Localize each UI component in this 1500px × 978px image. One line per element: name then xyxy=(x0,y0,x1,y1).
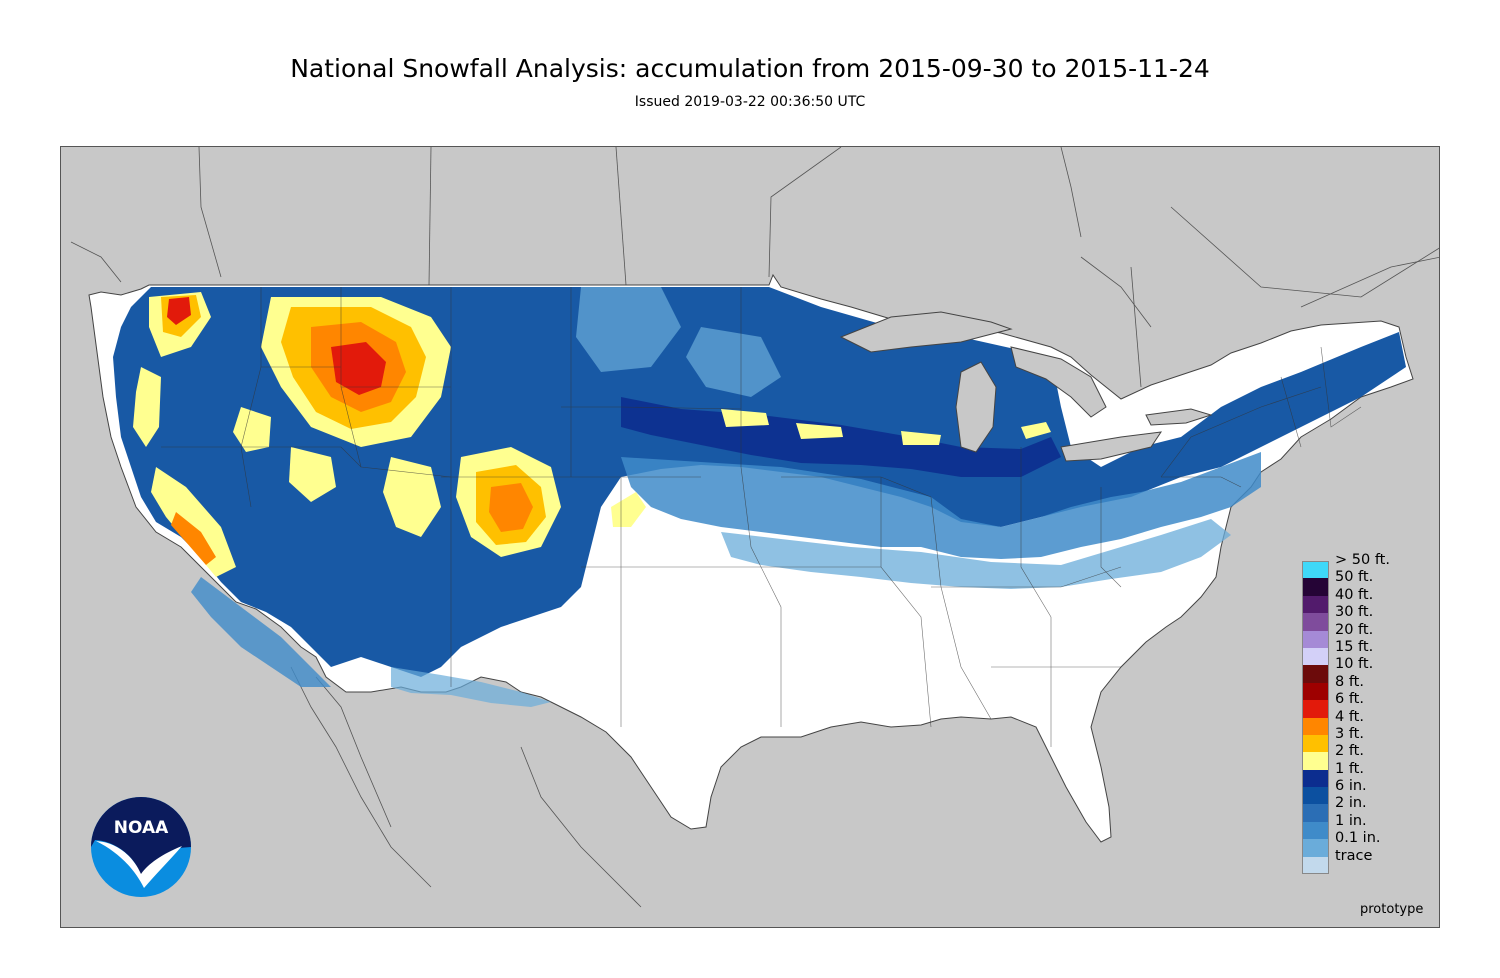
legend-swatch xyxy=(1302,682,1329,701)
legend-label: 1 in. xyxy=(1335,812,1367,829)
legend-label: 20 ft. xyxy=(1335,621,1374,638)
legend-swatch xyxy=(1302,578,1329,596)
legend-label: 6 ft. xyxy=(1335,691,1364,708)
prototype-note: prototype xyxy=(1360,902,1424,917)
legend-entry: 4 ft. xyxy=(1302,709,1412,735)
legend-label: 40 ft. xyxy=(1335,586,1374,603)
legend-entry: 15 ft. xyxy=(1302,639,1412,666)
legend-swatch xyxy=(1302,717,1329,735)
issued-timestamp: Issued 2019-03-22 00:36:50 UTC xyxy=(634,94,866,110)
legend-entry: > 50 ft. xyxy=(1302,552,1412,579)
map-title: National Snowfall Analysis: accumulation… xyxy=(290,54,1210,83)
legend-swatch xyxy=(1302,787,1329,805)
legend-entry: 40 ft. xyxy=(1302,587,1412,614)
legend-swatch xyxy=(1302,856,1329,875)
legend-label: trace xyxy=(1335,847,1373,864)
state-borders xyxy=(161,287,1362,747)
legend-label: 10 ft. xyxy=(1335,656,1374,673)
legend-label: 30 ft. xyxy=(1335,604,1374,621)
legend-label: 15 ft. xyxy=(1335,638,1374,655)
legend-entry: 6 in. xyxy=(1302,778,1412,805)
neighbor-borders xyxy=(70,147,1439,908)
legend-entry: 3 ft. xyxy=(1302,726,1412,753)
legend-label: 0.1 in. xyxy=(1335,830,1381,847)
legend-swatch xyxy=(1302,804,1329,822)
legend-entry: 1 ft. xyxy=(1302,761,1412,788)
legend-entry: 2 ft. xyxy=(1302,743,1412,770)
legend-label: 2 ft. xyxy=(1335,743,1364,760)
legend-label: 6 in. xyxy=(1335,778,1367,795)
legend-label: 4 ft. xyxy=(1335,708,1364,725)
legend-swatch xyxy=(1302,647,1329,666)
snowfall-map[interactable] xyxy=(60,146,1440,928)
snowfall-legend: > 50 ft. 50 ft. 40 ft. 30 ft. 20 ft. 15 ft. 10… xyxy=(1302,552,1412,875)
legend-swatch xyxy=(1302,734,1329,753)
great-lakes xyxy=(839,311,1213,462)
legend-swatch xyxy=(1302,630,1329,648)
legend-entry: 1 in. xyxy=(1302,813,1412,840)
legend-label: 2 in. xyxy=(1335,795,1367,812)
legend-label: > 50 ft. xyxy=(1335,552,1390,568)
legend-swatch xyxy=(1302,595,1329,614)
legend-swatch xyxy=(1302,665,1329,683)
legend-entry: 8 ft. xyxy=(1302,674,1412,701)
legend-entry: 10 ft. xyxy=(1302,656,1412,683)
legend-entry: trace xyxy=(1302,848,1412,875)
legend-swatch xyxy=(1302,700,1329,718)
legend-entry: 2 in. xyxy=(1302,795,1412,822)
legend-entry: 30 ft. xyxy=(1302,604,1412,631)
noaa-logo-text: NOAA xyxy=(114,818,169,838)
legend-swatch xyxy=(1302,561,1329,579)
legend-label: 3 ft. xyxy=(1335,725,1364,742)
legend-entry: 50 ft. xyxy=(1302,569,1412,596)
legend-entry: 0.1 in. xyxy=(1302,830,1412,857)
map-canvas xyxy=(70,147,1439,908)
legend-entry: 20 ft. xyxy=(1302,622,1412,648)
legend-label: 1 ft. xyxy=(1335,760,1364,777)
legend-swatch xyxy=(1302,839,1329,857)
legend-swatch xyxy=(1302,769,1329,788)
heavy-snow xyxy=(133,292,1051,577)
noaa-logo-icon: NOAA xyxy=(91,797,191,897)
legend-swatch xyxy=(1302,752,1329,770)
legend-swatch xyxy=(1302,613,1329,631)
legend-entry: 6 ft. xyxy=(1302,691,1412,718)
legend-label: 50 ft. xyxy=(1335,569,1374,586)
legend-label: 8 ft. xyxy=(1335,673,1364,690)
legend-swatch xyxy=(1302,821,1329,840)
